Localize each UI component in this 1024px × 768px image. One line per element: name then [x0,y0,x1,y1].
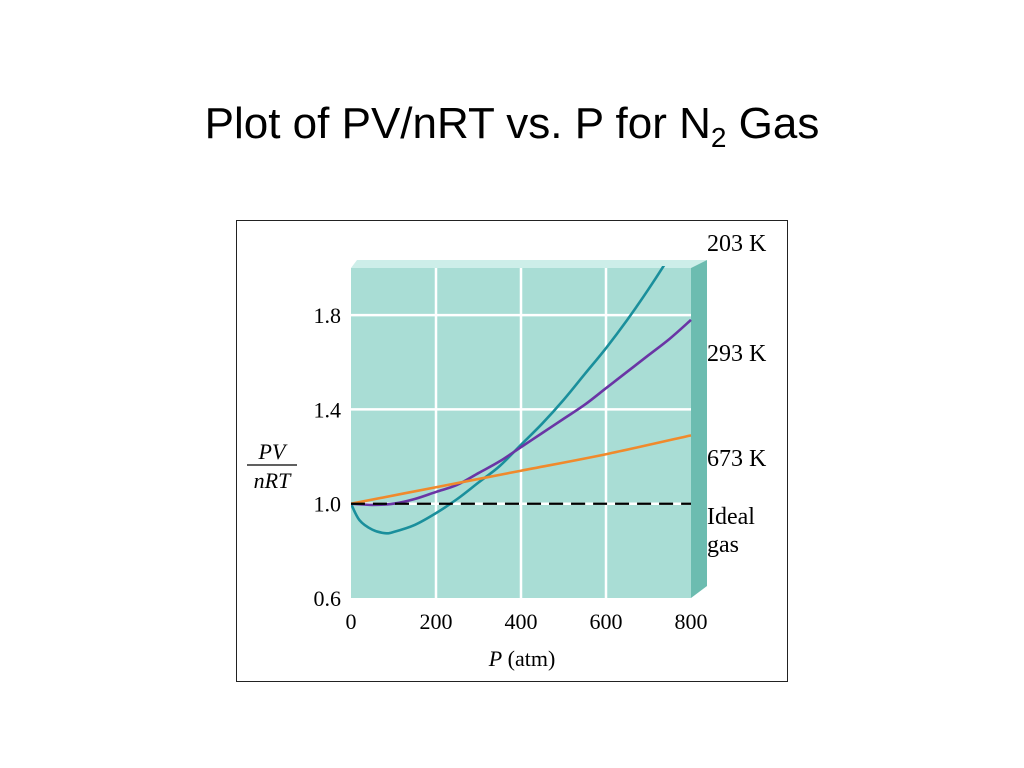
title-subscript: 2 [710,122,727,153]
y-tick-label: 0.6 [314,586,342,611]
x-label-unit: (atm) [502,646,555,671]
title-end: Gas [726,99,820,148]
y-tick-label: 1.0 [314,492,342,517]
y-label-denominator: nRT [254,468,292,493]
plot-side-edge [691,260,707,598]
x-label-variable: P [488,646,502,671]
series-line-293-k [351,318,692,507]
x-axis-label: P (atm) [488,646,556,671]
series-group [351,266,692,535]
series-line-673-k [351,434,692,505]
y-label-numerator: PV [258,439,288,464]
x-tick-labels: 0 200 400 600 800 [346,609,708,634]
y-tick-labels: 0.6 1.0 1.4 1.8 [314,303,342,611]
x-tick-label: 800 [675,609,708,634]
x-tick-label: 200 [420,609,453,634]
y-axis-label: PV nRT [247,439,297,493]
series-labels: 203 K 293 K 673 K Ideal gas [707,231,767,558]
y-tick-label: 1.8 [314,303,342,328]
grid [351,268,691,598]
series-line-203-k [351,266,666,535]
series-label-673-k: 673 K [707,446,767,472]
y-tick-label: 1.4 [314,397,342,422]
title-main: Plot of PV/nRT vs. P for N [204,99,711,148]
series-label-293-k: 293 K [707,341,767,367]
plot-3d-edges [351,260,707,598]
x-tick-label: 0 [346,609,357,634]
x-tick-label: 400 [505,609,538,634]
chart: 0.6 1.0 1.4 1.8 0 200 400 600 800 PV nRT P (atm… [247,231,767,671]
plot-top-edge [351,260,707,268]
series-label-203-k: 203 K [707,231,767,257]
figure-frame: 0.6 1.0 1.4 1.8 0 200 400 600 800 PV nRT P (atm… [236,220,788,682]
series-label-line: Ideal [707,504,755,530]
series-label-line: gas [707,532,739,558]
x-tick-label: 600 [590,609,623,634]
series-label-ideal-gas: Ideal gas [707,504,755,558]
slide-title: Plot of PV/nRT vs. P for N2 Gas [0,99,1024,154]
